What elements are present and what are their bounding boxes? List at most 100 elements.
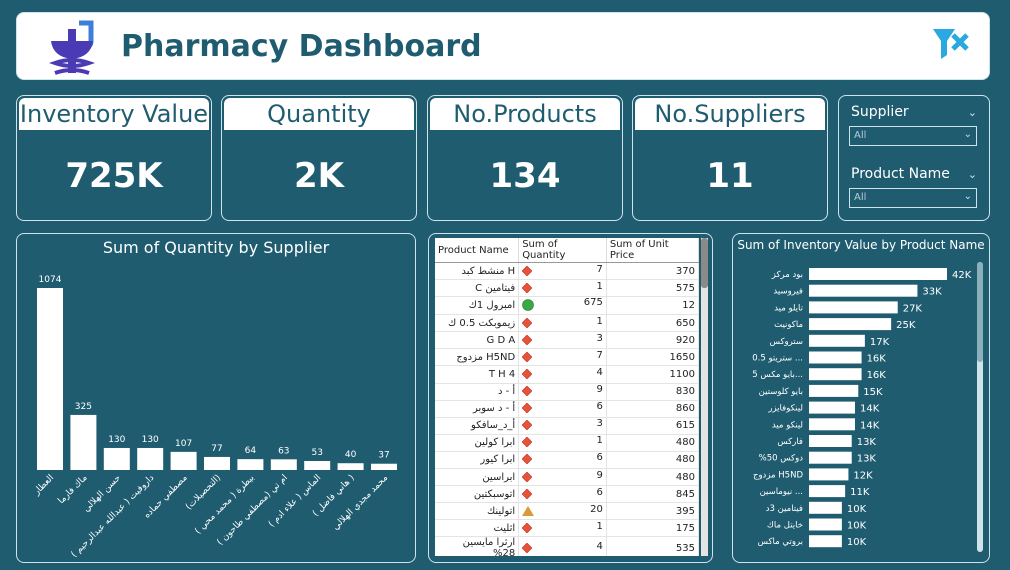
- bar-value-label: 130: [108, 435, 125, 445]
- inventory-bar: [809, 318, 892, 331]
- cell-unit-price: 175: [606, 519, 699, 538]
- kpi-inventory-value: Inventory Value 725K: [16, 95, 212, 221]
- table-row[interactable]: ابرا كولين 1 480: [435, 434, 699, 452]
- red-diamond-icon: [521, 436, 533, 448]
- table-row[interactable]: فيتامين C 1 575: [435, 279, 699, 298]
- cell-product-name: اتولينك: [435, 502, 520, 521]
- cell-product-name: ارثرا مايسين 28%: [435, 536, 520, 556]
- inventory-bar: [809, 485, 846, 498]
- bar-value-label: 13K: [857, 454, 877, 465]
- table-row[interactable]: زيموبكت 0.5 ك 1 650: [435, 314, 699, 333]
- amber-triangle-icon: [522, 505, 535, 516]
- quantity-value: 1: [596, 280, 603, 292]
- table-row[interactable]: ابراسين 9 480: [435, 468, 699, 487]
- table-row[interactable]: أ - د سوبر 6 860: [435, 400, 699, 418]
- bar-value-label: 42K: [952, 270, 972, 281]
- category-label: لينكو ميد: [772, 420, 803, 430]
- inventory-bar: [809, 535, 842, 548]
- cell-product-name: أ_د_سافكو: [435, 417, 520, 435]
- inventory-bar-chart: بود مركز 42K فيروسيد 33K تايلو ميد 27K ماكونيت…: [752, 268, 972, 548]
- kpi-value: 134: [430, 132, 620, 218]
- table-row[interactable]: T H 4 4 1100: [435, 365, 699, 384]
- table-row[interactable]: اثليت 1 175: [435, 519, 699, 538]
- chevron-down-icon[interactable]: ⌄: [967, 106, 977, 119]
- chart-scrollbar[interactable]: [977, 262, 983, 552]
- cell-product-name: H5ND مزدوج: [435, 348, 520, 367]
- category-label: %دوكس 50: [759, 454, 804, 464]
- kpi-value: 11: [635, 132, 825, 218]
- column-header-product[interactable]: Product Name: [435, 238, 520, 263]
- table-row[interactable]: ارثرا مايسين 28% 4 535: [435, 536, 699, 556]
- quantity-value: 1: [596, 435, 603, 447]
- cell-quantity: 9: [518, 383, 607, 401]
- red-diamond-icon: [521, 542, 533, 554]
- supplier-slicer-label: Supplier: [851, 104, 909, 120]
- cell-unit-price: 395: [606, 502, 699, 521]
- cell-product-name: امبرول 1ك: [435, 296, 520, 316]
- red-diamond-icon: [521, 419, 533, 431]
- inventory-by-product-chart: Sum of Inventory Value by Product Name ب…: [732, 233, 990, 563]
- bar-value-label: 13K: [857, 437, 877, 448]
- cell-unit-price: 480: [606, 451, 699, 470]
- table-row[interactable]: أ - د 9 830: [435, 383, 699, 401]
- table-row[interactable]: امبرول 1ك 675 12: [435, 296, 699, 316]
- quantity-value: 7: [596, 263, 603, 275]
- cell-product-name: زيموبكت 0.5 ك: [435, 314, 520, 333]
- cell-product-name: اتوسبكتين: [435, 485, 520, 504]
- cell-quantity: 4: [518, 365, 607, 384]
- inventory-bar: [809, 384, 859, 397]
- cell-unit-price: 480: [606, 468, 699, 487]
- filter-clear-icon[interactable]: [931, 25, 971, 67]
- cell-quantity: 3: [518, 331, 607, 350]
- cell-unit-price: 1100: [606, 365, 699, 384]
- table-row[interactable]: اتولينك 20 395: [435, 502, 699, 521]
- cell-quantity: 7: [518, 348, 607, 367]
- category-label: بيطرة ( محمد محي ): [193, 473, 256, 536]
- scrollbar-thumb[interactable]: [701, 238, 708, 288]
- bar-value-label: 10K: [847, 504, 867, 515]
- cell-unit-price: 480: [606, 434, 699, 452]
- table-row[interactable]: اتوسبكتين 6 845: [435, 485, 699, 504]
- table-row[interactable]: ابرا كيور 6 480: [435, 451, 699, 470]
- supplier-dropdown[interactable]: All ⌄: [849, 126, 977, 146]
- bar-value-label: 25K: [896, 320, 916, 331]
- category-label: بود مركز: [771, 270, 803, 280]
- cell-unit-price: 535: [606, 536, 699, 556]
- inventory-bar: [809, 518, 842, 531]
- product-dropdown[interactable]: All ⌄: [849, 188, 977, 208]
- quantity-value: 7: [596, 349, 603, 361]
- category-label: فيتامين 3د: [766, 504, 803, 514]
- table-scrollbar[interactable]: [701, 238, 708, 556]
- red-diamond-icon: [521, 471, 533, 483]
- cell-product-name: T H 4: [435, 365, 520, 384]
- cell-unit-price: 12: [606, 296, 699, 316]
- table-row[interactable]: H منشط كبد 7 370: [435, 262, 699, 281]
- quantity-by-supplier-chart: Sum of Quantity by Supplier 1074 العطار 32…: [16, 233, 416, 563]
- table-row[interactable]: H5ND مزدوج 7 1650: [435, 348, 699, 367]
- table-row[interactable]: G D A 3 920: [435, 331, 699, 350]
- cell-product-name: ابرا كيور: [435, 451, 520, 470]
- bar-value-label: 1074: [39, 275, 62, 285]
- scrollbar-thumb[interactable]: [977, 262, 983, 362]
- bar-value-label: 16K: [867, 354, 887, 365]
- bar-value-label: 14K: [860, 420, 880, 431]
- quantity-value: 6: [596, 486, 603, 498]
- bar-value-label: 64: [245, 446, 257, 456]
- column-header-quantity[interactable]: Sum of Quantity: [518, 238, 607, 263]
- cell-quantity: 1: [518, 279, 607, 298]
- chevron-down-icon[interactable]: ⌄: [967, 168, 977, 181]
- kpi-quantity: Quantity 2K: [221, 95, 417, 221]
- quantity-value: 6: [596, 401, 603, 413]
- cell-unit-price: 1650: [606, 348, 699, 367]
- bar-value-label: 130: [142, 435, 159, 445]
- header-bar: Pharmacy Dashboard: [16, 12, 990, 80]
- kpi-title: Quantity: [224, 98, 414, 130]
- column-header-price[interactable]: Sum of Unit Price: [606, 238, 699, 263]
- bar-value-label: 17K: [870, 337, 890, 348]
- inventory-bar: [809, 468, 849, 481]
- table-row[interactable]: أ_د_سافكو 3 615: [435, 417, 699, 435]
- category-label: ستروكس: [770, 337, 803, 347]
- cell-unit-price: 845: [606, 485, 699, 504]
- kpi-title: No.Products: [430, 98, 620, 130]
